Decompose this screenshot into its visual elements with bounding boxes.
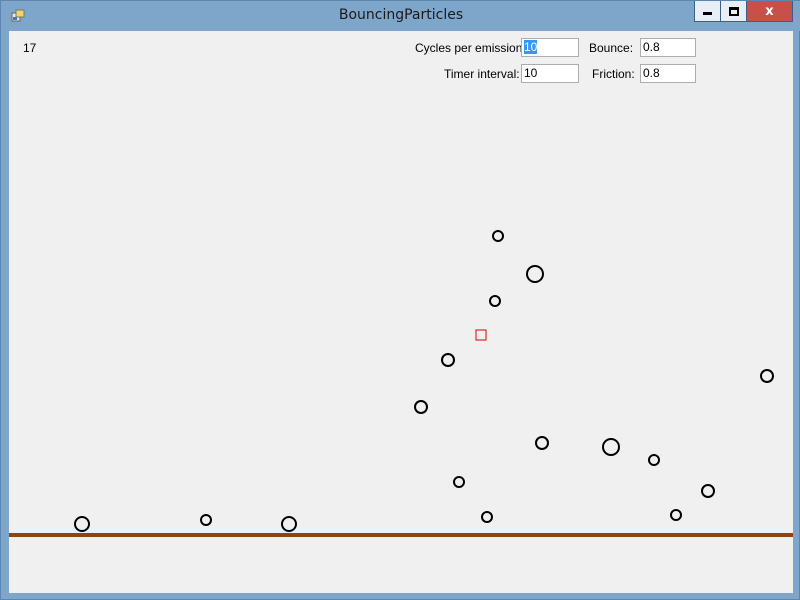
particle <box>489 295 501 307</box>
cycles-per-emission-field[interactable]: 10 <box>521 38 579 57</box>
particle <box>441 353 455 367</box>
timer-interval-label: Timer interval: <box>444 67 520 81</box>
close-button[interactable]: x <box>747 1 793 22</box>
title-bar[interactable]: BouncingParticles x <box>1 1 800 31</box>
minimize-button[interactable] <box>694 1 721 22</box>
particle <box>701 484 715 498</box>
simulation-canvas <box>9 230 793 537</box>
particle <box>602 438 620 456</box>
particle <box>281 516 297 532</box>
timer-interval-field[interactable]: 10 <box>521 64 579 83</box>
particle <box>760 369 774 383</box>
particle <box>74 516 90 532</box>
maximize-button[interactable] <box>721 1 747 22</box>
particle <box>526 265 544 283</box>
friction-value: 0.8 <box>643 66 660 80</box>
particle <box>492 230 504 242</box>
particle-count: 17 <box>23 41 37 55</box>
app-icon <box>11 9 25 22</box>
particle <box>200 514 212 526</box>
bounce-field[interactable]: 0.8 <box>640 38 696 57</box>
close-icon: x <box>765 3 774 19</box>
maximize-icon <box>728 6 739 16</box>
cycles-per-emission-value: 10 <box>524 40 538 54</box>
particle <box>670 509 682 521</box>
cycles-per-emission-label: Cycles per emission: <box>415 41 526 55</box>
particle <box>481 511 493 523</box>
particle <box>648 454 660 466</box>
bounce-value: 0.8 <box>643 40 660 54</box>
friction-label: Friction: <box>592 67 635 81</box>
particle <box>535 436 549 450</box>
ground-line <box>9 533 793 537</box>
emitter-marker <box>475 329 487 341</box>
window-title: BouncingParticles <box>338 7 464 23</box>
client-area: 17 Cycles per emission: 10 Bounce: 0.8 T… <box>9 31 793 593</box>
bounce-label: Bounce: <box>589 41 634 55</box>
timer-interval-value: 10 <box>524 66 538 80</box>
particle <box>414 400 428 414</box>
particle <box>453 476 465 488</box>
minimize-icon <box>703 12 712 15</box>
friction-field[interactable]: 0.8 <box>640 64 696 83</box>
